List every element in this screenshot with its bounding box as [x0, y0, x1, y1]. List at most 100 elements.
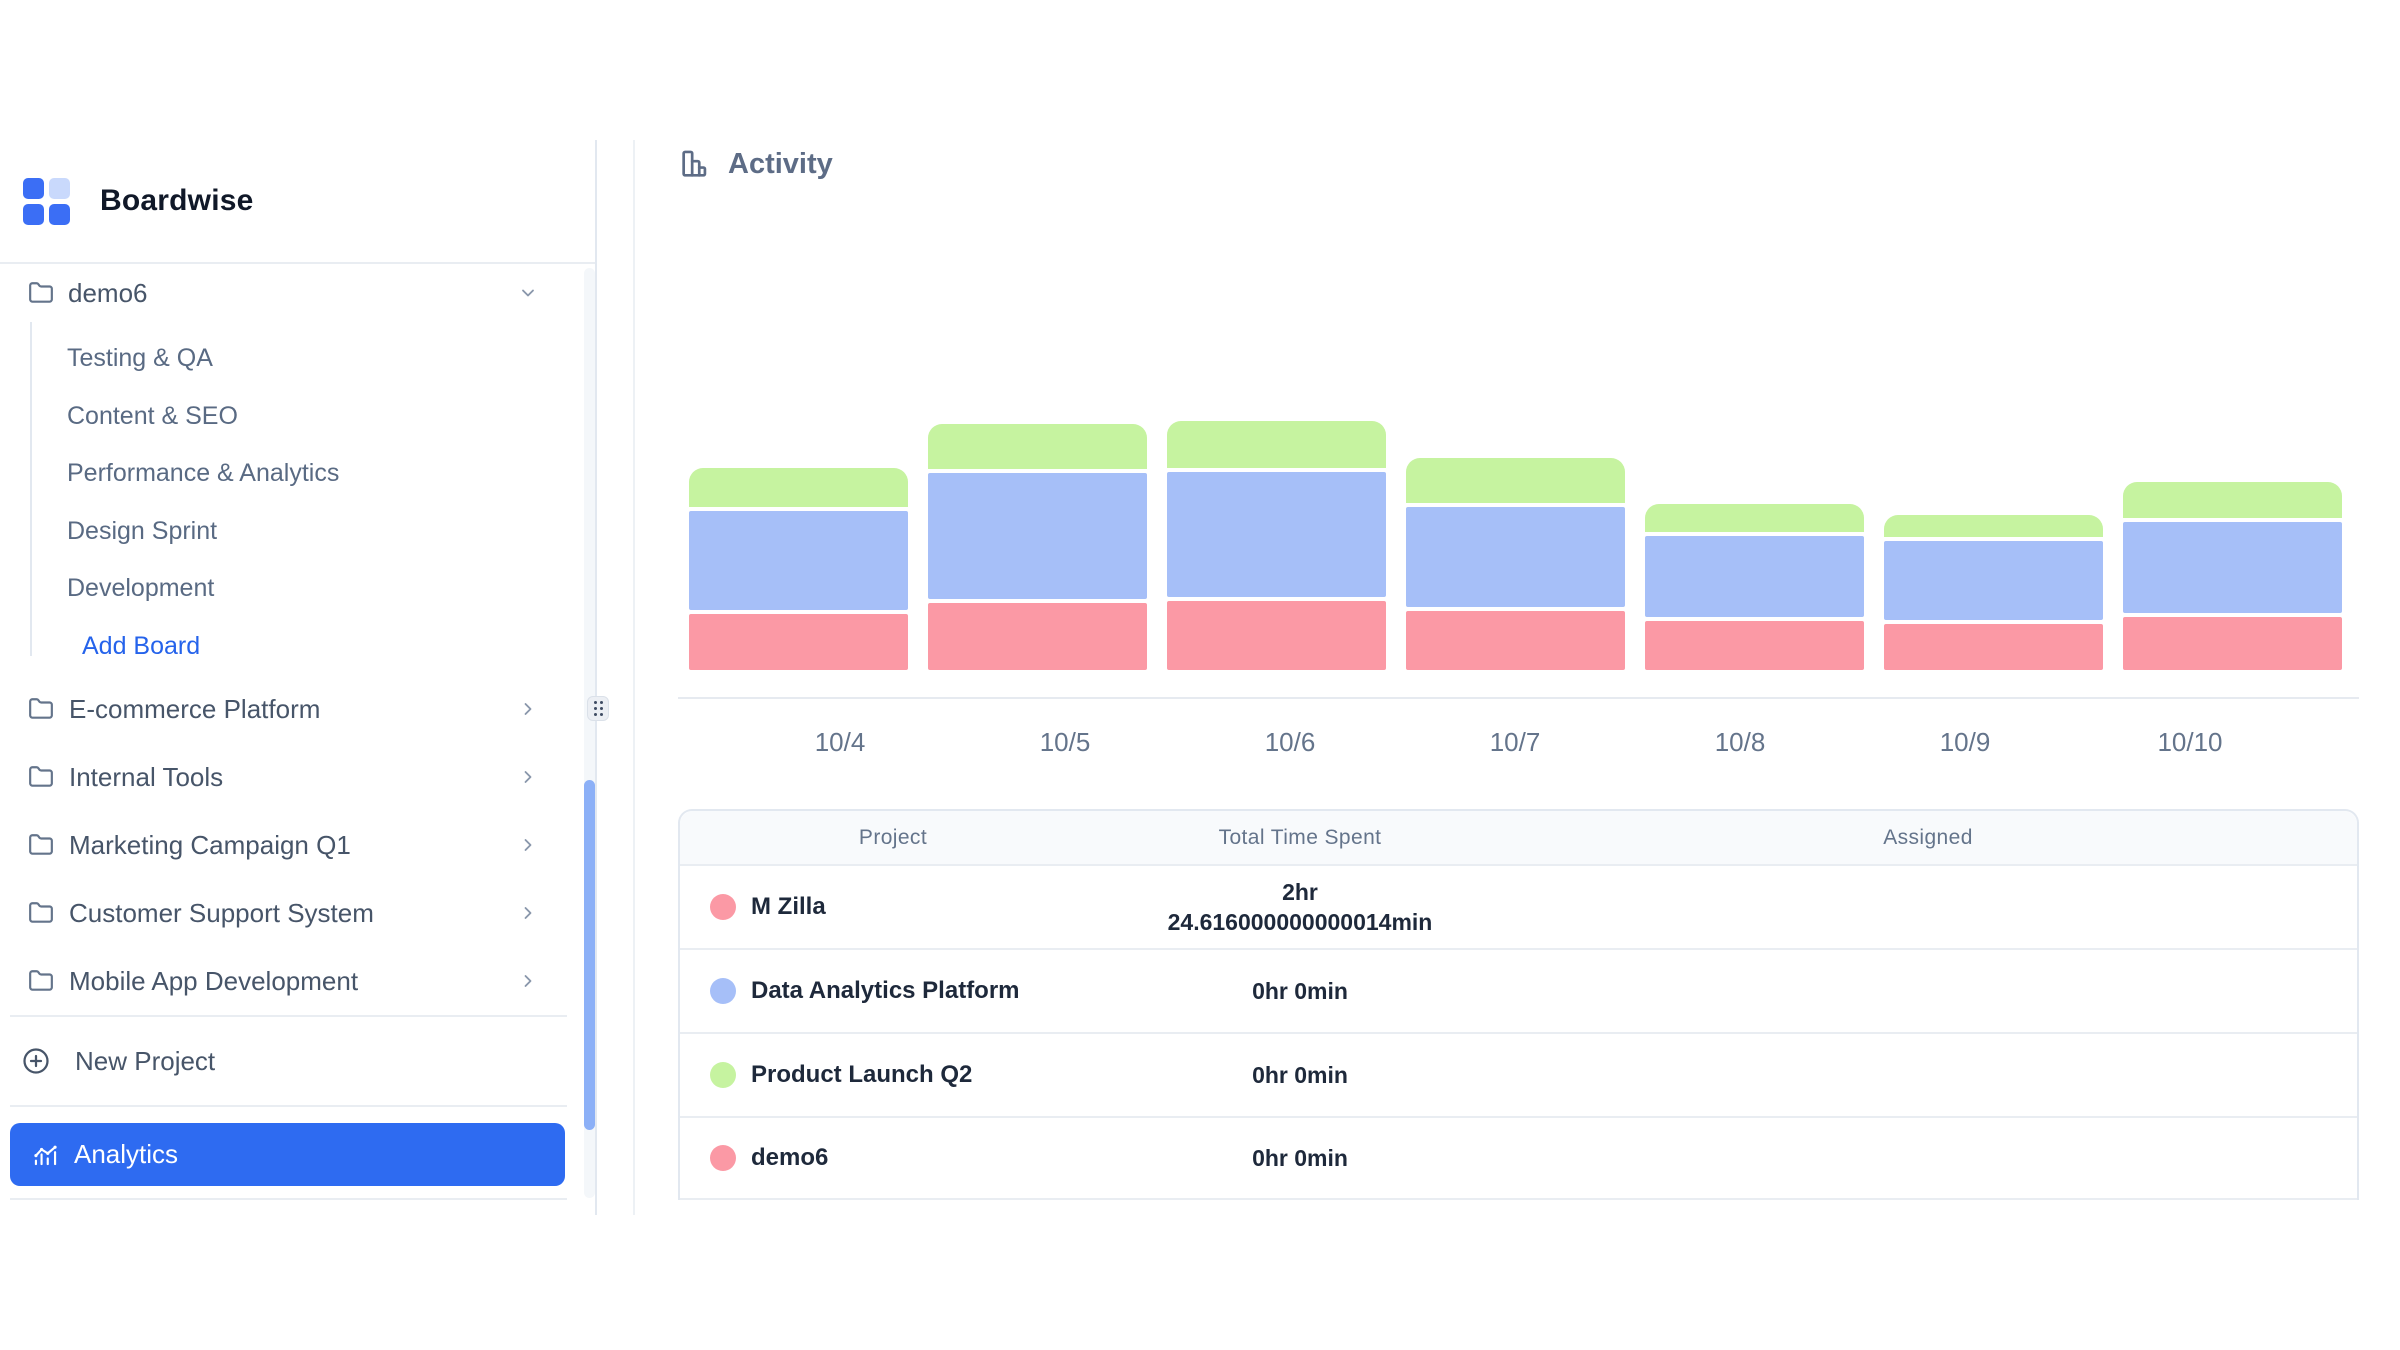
bar-segment-m-zilla[interactable] — [2123, 617, 2342, 670]
project-color-dot — [710, 1062, 736, 1088]
divider — [10, 1198, 567, 1200]
stacked-bar[interactable] — [928, 424, 1147, 670]
bar-segment-product-launch-q2[interactable] — [1406, 458, 1625, 503]
stacked-bar[interactable] — [1645, 504, 1864, 670]
bar-segment-m-zilla[interactable] — [689, 614, 908, 670]
stacked-bar[interactable] — [1406, 458, 1625, 670]
divider — [10, 1105, 567, 1107]
sidebar-folder-item[interactable]: Internal Tools — [0, 743, 595, 811]
column-header-total-time-spent: Total Time Spent — [1218, 825, 1382, 849]
folder-label: Internal Tools — [69, 761, 224, 792]
time-spent-table: Project Total Time Spent Assigned M Zill… — [678, 809, 2359, 1200]
chevron-right-icon — [518, 903, 538, 923]
x-axis-tick-label: 10/7 — [1489, 727, 1541, 757]
bar-segment-data-analytics-platform[interactable] — [1884, 541, 2103, 620]
bar-segment-product-launch-q2[interactable] — [689, 468, 908, 507]
brand-header: Boardwise — [0, 140, 595, 262]
new-project-button[interactable]: New Project — [0, 1017, 595, 1105]
bar-segment-data-analytics-platform[interactable] — [1645, 536, 1864, 617]
project-name: demo6 — [751, 1144, 829, 1171]
time-line-1: 0hr 0min — [1252, 1145, 1348, 1171]
x-axis-tick-label: 10/8 — [1714, 727, 1766, 757]
x-axis-line — [678, 697, 2359, 699]
table-row[interactable]: Product Launch Q2 0hr 0min — [680, 1032, 2357, 1116]
analytics-label: Analytics — [74, 1139, 179, 1169]
bar-segment-product-launch-q2[interactable] — [1645, 504, 1864, 532]
column-header-project: Project — [858, 825, 928, 849]
folder-label: Mobile App Development — [69, 965, 359, 996]
bar-segment-m-zilla[interactable] — [1884, 624, 2103, 670]
stacked-bar[interactable] — [2123, 482, 2342, 670]
stacked-bar[interactable] — [1884, 515, 2103, 670]
bar-segment-data-analytics-platform[interactable] — [2123, 522, 2342, 613]
folder-list: E-commerce Platform Internal Tools — [0, 675, 595, 1015]
bar-segment-product-launch-q2[interactable] — [1167, 421, 1386, 468]
table-row[interactable]: demo6 0hr 0min — [680, 1116, 2357, 1200]
project-name: M Zilla — [751, 893, 826, 920]
brand-name: Boardwise — [100, 184, 254, 217]
panel-gutter-line — [633, 140, 635, 1215]
project-color-dot — [710, 1145, 736, 1171]
sidebar-board-item[interactable]: Design Sprint — [0, 503, 595, 561]
bar-segment-product-launch-q2[interactable] — [928, 424, 1147, 469]
project-cell: demo6 — [710, 1118, 828, 1198]
time-line-1: 0hr 0min — [1252, 978, 1348, 1004]
sidebar-scrollbar-thumb[interactable] — [584, 780, 595, 1130]
chevron-down-icon[interactable] — [518, 283, 538, 303]
x-axis-tick-label: 10/6 — [1264, 727, 1316, 757]
board-label: Testing & QA — [67, 344, 213, 373]
x-axis-tick-label: 10/5 — [1039, 727, 1091, 757]
bar-segment-m-zilla[interactable] — [928, 603, 1147, 670]
sidebar: Boardwise demo6 Testing & QA Content & S… — [0, 140, 597, 1215]
project-cell: Data Analytics Platform — [710, 950, 1020, 1032]
bar-segment-product-launch-q2[interactable] — [1884, 515, 2103, 537]
total-time-cell: 2hr 24.616000000000014min — [1100, 866, 1500, 948]
add-board-button[interactable]: Add Board — [0, 618, 595, 676]
sidebar-folder-item[interactable]: Customer Support System — [0, 879, 595, 947]
bar-segment-m-zilla[interactable] — [1406, 611, 1625, 670]
chevron-right-icon — [518, 699, 538, 719]
bar-segment-data-analytics-platform[interactable] — [689, 511, 908, 610]
sidebar-folder-item[interactable]: Mobile App Development — [0, 947, 595, 1015]
activity-header: Activity — [678, 147, 833, 181]
sidebar-project-demo6[interactable]: demo6 — [0, 264, 595, 322]
sidebar-resize-handle[interactable] — [587, 696, 609, 721]
chevron-right-icon — [518, 835, 538, 855]
sidebar-board-item[interactable]: Content & SEO — [0, 388, 595, 446]
sidebar-board-item[interactable]: Performance & Analytics — [0, 445, 595, 503]
x-axis-tick-label: 10/10 — [2157, 727, 2223, 757]
bar-segment-product-launch-q2[interactable] — [2123, 482, 2342, 518]
board-list: Testing & QA Content & SEO Performance &… — [0, 322, 595, 656]
sidebar-board-item[interactable]: Development — [0, 560, 595, 618]
stacked-bar[interactable] — [689, 468, 908, 670]
table-row[interactable]: Data Analytics Platform 0hr 0min — [680, 948, 2357, 1032]
bar-segment-data-analytics-platform[interactable] — [1406, 507, 1625, 607]
bar-segment-m-zilla[interactable] — [1167, 601, 1386, 670]
divider — [0, 262, 595, 264]
folder-label: Marketing Campaign Q1 — [69, 829, 351, 860]
table-row[interactable]: M Zilla 2hr 24.616000000000014min — [680, 864, 2357, 948]
folder-label: E-commerce Platform — [69, 693, 321, 724]
analytics-chart-icon — [32, 1141, 59, 1168]
sidebar-board-item[interactable]: Testing & QA — [0, 330, 595, 388]
boardwise-logo-icon — [23, 177, 70, 225]
total-time-cell: 0hr 0min — [1100, 1034, 1500, 1116]
bar-segment-m-zilla[interactable] — [1645, 621, 1864, 670]
sidebar-folder-item[interactable]: E-commerce Platform — [0, 675, 595, 743]
sidebar-folder-item[interactable]: Marketing Campaign Q1 — [0, 811, 595, 879]
sidebar-analytics-button[interactable]: Analytics — [10, 1123, 565, 1186]
project-cell: Product Launch Q2 — [710, 1034, 972, 1116]
sidebar-scrollbar-track[interactable] — [584, 268, 595, 1198]
board-label: Performance & Analytics — [67, 459, 340, 488]
divider — [10, 1015, 567, 1017]
page-title: Activity — [728, 147, 833, 180]
folder-icon — [28, 832, 54, 858]
project-cell: M Zilla — [710, 866, 826, 948]
board-label: Content & SEO — [67, 401, 238, 430]
total-time-cell: 0hr 0min — [1100, 1118, 1500, 1198]
bar-segment-data-analytics-platform[interactable] — [1167, 472, 1386, 597]
stacked-bar[interactable] — [1167, 421, 1386, 670]
folder-icon — [28, 280, 54, 306]
bar-segment-data-analytics-platform[interactable] — [928, 473, 1147, 599]
